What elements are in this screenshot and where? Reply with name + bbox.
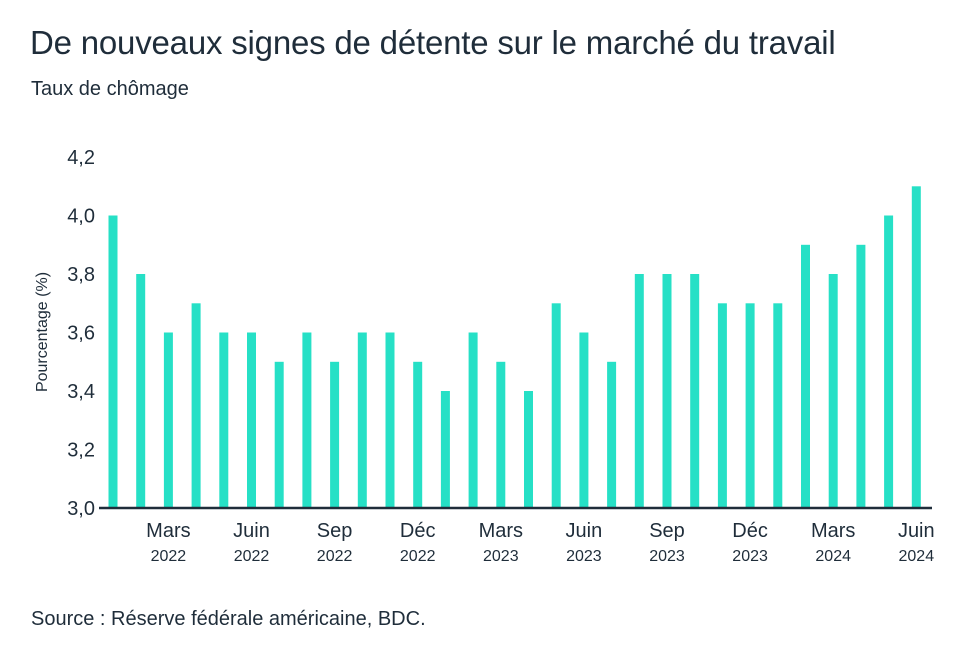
y-tick-label: 3,0 xyxy=(67,498,95,520)
source-note: Source : Réserve fédérale américaine, BD… xyxy=(31,608,426,630)
x-tick-year: 2022 xyxy=(151,548,187,565)
x-axis-ticks: Mars 2022 Juin 2022 Sep 2022 Déc 2022 Mars 2023 Ju… xyxy=(146,520,934,565)
bar-2024-03 xyxy=(828,274,838,508)
bar-2023-03 xyxy=(496,361,506,509)
x-tick-year: 2024 xyxy=(815,548,851,565)
y-tick-label: 4,2 xyxy=(67,147,95,169)
x-tick-year: 2023 xyxy=(649,548,685,565)
x-tick-year: 2022 xyxy=(400,548,436,565)
bar-2022-11 xyxy=(385,332,395,508)
x-tick-year: 2023 xyxy=(483,548,519,565)
bar-2023-11 xyxy=(717,303,727,509)
bar-2022-05 xyxy=(219,332,229,508)
bar-2022-09 xyxy=(330,361,340,509)
bar-2024-06 xyxy=(911,186,921,509)
y-tick-label: 3,6 xyxy=(67,323,95,345)
bar-2023-10 xyxy=(690,274,700,508)
x-tick-month: Sep xyxy=(317,520,353,542)
x-tick-month: Mars xyxy=(146,520,190,542)
chart-title: De nouveaux signes de détente sur le mar… xyxy=(30,24,836,61)
bar-2022-01 xyxy=(108,215,118,508)
bar-2024-05 xyxy=(884,215,894,508)
bar-2022-02 xyxy=(136,274,146,508)
x-tick-month: Sep xyxy=(649,520,685,542)
x-tick-month: Mars xyxy=(811,520,855,542)
bar-2023-01 xyxy=(440,391,450,508)
chart-subtitle: Taux de chômage xyxy=(31,78,189,100)
bar-2022-08 xyxy=(302,332,312,508)
x-tick-month: Déc xyxy=(400,520,436,542)
x-tick-year: 2023 xyxy=(732,548,768,565)
bar-2023-06 xyxy=(579,332,589,508)
y-tick-label: 3,8 xyxy=(67,264,95,286)
bar-2022-10 xyxy=(357,332,367,508)
x-tick-month: Juin xyxy=(898,520,935,542)
y-axis-label: Pourcentage (%) xyxy=(34,272,51,392)
bar-2024-02 xyxy=(801,244,810,509)
x-tick-year: 2023 xyxy=(566,548,602,565)
bar-2023-08 xyxy=(634,274,644,508)
bar-2023-12 xyxy=(745,303,755,509)
y-axis-ticks: 3,0 3,2 3,4 3,6 3,8 4,0 4,2 xyxy=(67,147,95,520)
bars xyxy=(108,186,921,509)
bar-2023-07 xyxy=(607,361,617,509)
bar-2022-07 xyxy=(274,361,284,509)
bar-2022-06 xyxy=(247,332,256,508)
bar-2023-09 xyxy=(662,274,672,508)
y-tick-label: 3,4 xyxy=(67,381,95,403)
bar-2022-03 xyxy=(163,332,173,508)
bar-2022-04 xyxy=(191,303,201,509)
x-tick-month: Juin xyxy=(233,520,270,542)
bar-2024-01 xyxy=(773,303,783,509)
bar-2024-04 xyxy=(856,244,866,509)
x-tick-month: Mars xyxy=(479,520,523,542)
x-tick-month: Déc xyxy=(732,520,768,542)
bar-2022-12 xyxy=(413,361,423,509)
bar-2023-05 xyxy=(551,303,561,509)
bar-2023-04 xyxy=(524,391,533,508)
y-tick-label: 4,0 xyxy=(67,206,95,228)
bar-2023-02 xyxy=(468,332,478,508)
y-tick-label: 3,2 xyxy=(67,440,95,462)
x-tick-year: 2024 xyxy=(899,548,935,565)
x-tick-year: 2022 xyxy=(317,548,353,565)
bar-chart: 3,0 3,2 3,4 3,6 3,8 4,0 4,2 Pourcentage (%) Ma… xyxy=(34,147,935,565)
x-tick-month: Juin xyxy=(566,520,603,542)
x-tick-year: 2022 xyxy=(234,548,270,565)
